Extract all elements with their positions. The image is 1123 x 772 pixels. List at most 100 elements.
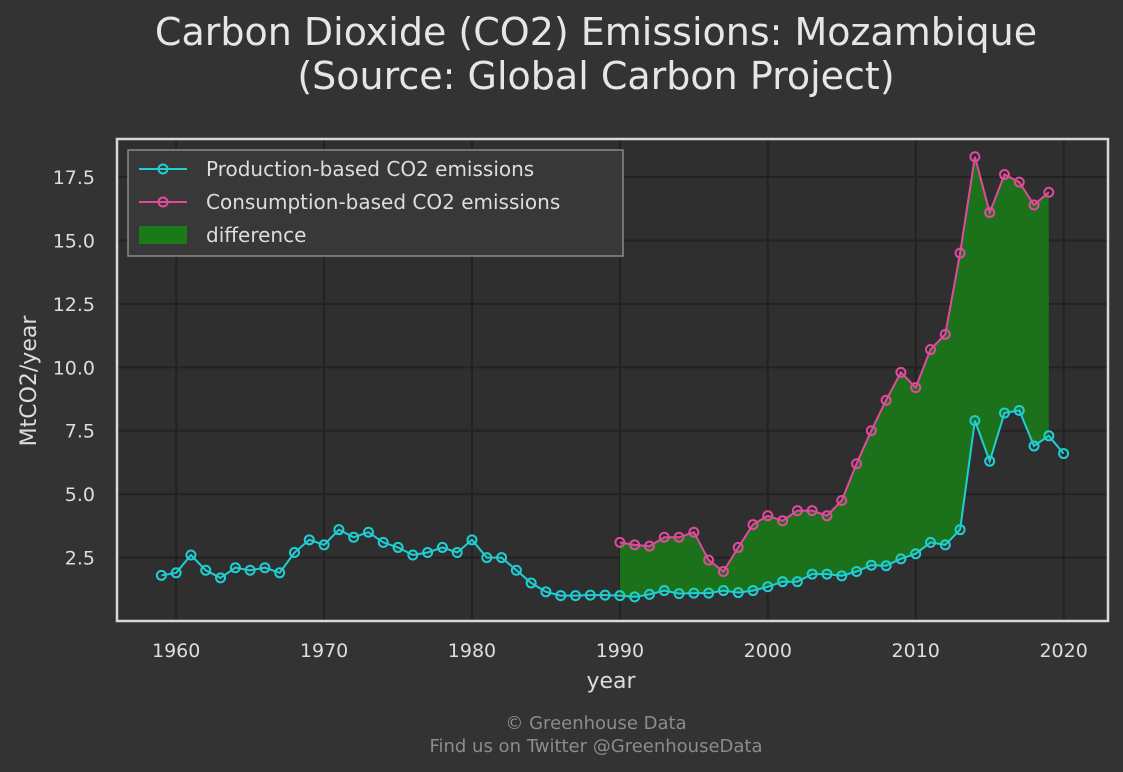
series-lines [155,151,1070,603]
production-point [436,541,448,553]
footer-twitter: Find us on Twitter @GreenhouseData [429,736,762,757]
production-point [348,531,360,543]
consumption-point [791,505,803,517]
consumption-point [925,344,937,356]
consumption-point [658,531,670,543]
production-point [629,591,641,603]
production-point [215,572,227,584]
production-point [703,587,715,599]
consumption-point [688,526,700,538]
production-point [555,590,567,602]
y-tick-label: 7.5 [65,421,95,443]
production-point [954,524,966,536]
consumption-point [939,328,951,340]
production-point [451,547,463,559]
production-point [259,562,271,574]
production-point [570,590,582,602]
production-point [185,549,197,561]
y-tick-label: 10.0 [53,357,95,379]
production-point [496,552,508,564]
consumption-point [629,539,641,551]
production-point [673,588,685,600]
legend: Production-based CO2 emissions Consumptio… [127,149,624,257]
production-point [806,568,818,580]
production-point [392,541,404,553]
legend-label: Consumption-based CO2 emissions [206,190,560,214]
consumption-point [984,207,996,219]
consumption-point [673,531,685,543]
y-tick-label: 17.5 [53,167,95,189]
x-axis-ticks: 1960 1970 1980 1990 2000 2010 2020 [152,640,1088,662]
production-point [318,539,330,551]
consumption-point [836,495,848,506]
production-point [614,590,626,602]
production-point [466,534,478,546]
legend-marker [157,163,169,175]
production-point [1028,440,1040,452]
production-point [998,407,1010,419]
production-line [161,409,1065,598]
consumption-point [762,510,774,522]
production-point [643,588,655,600]
production-point [777,576,789,588]
production-point [762,581,774,593]
footer-copyright: © Greenhouse Data [505,713,686,734]
production-point [377,536,389,548]
y-axis-ticks: 2.5 5.0 7.5 10.0 12.5 15.0 17.5 [53,167,95,570]
production-point [599,589,611,601]
legend-box [127,149,624,257]
production-point [303,534,315,546]
production-point [510,564,522,576]
consumption-point [732,541,744,553]
production-point [1058,448,1070,460]
production-point [688,587,700,599]
consumption-point [821,510,833,522]
consumption-point [643,540,655,552]
difference-fill [619,156,1049,597]
consumption-point [998,169,1010,181]
chart-title-line2: (Source: Global Carbon Project) [297,54,894,98]
y-tick-label: 15.0 [53,230,95,252]
production-point [821,568,833,580]
consumption-point [895,366,907,378]
production-point [791,576,803,588]
consumption-point [717,566,729,578]
production-point [969,415,981,427]
x-tick-label: 2000 [744,640,792,662]
consumption-point [747,519,759,531]
consumption-point [1013,176,1025,188]
production-point [717,585,729,597]
production-point [333,524,345,536]
difference-area [619,156,1049,597]
consumption-point [865,425,877,437]
consumption-point [880,394,892,406]
y-tick-label: 2.5 [65,548,95,570]
production-point [170,567,182,579]
production-point [155,569,167,581]
consumption-point [851,458,863,470]
y-axis-label: MtCO2/year [17,315,42,447]
production-point [925,536,937,548]
consumption-point [954,247,966,259]
production-point [1043,430,1055,442]
production-point [732,587,744,599]
production-point [1013,404,1025,416]
y-tick-label: 5.0 [65,484,95,506]
production-point [865,559,877,571]
consumption-point [969,151,981,163]
consumption-line [619,156,1050,573]
x-tick-label: 1970 [300,640,348,662]
consumption-point [1043,186,1055,198]
legend-marker [157,196,169,208]
x-tick-label: 1960 [152,640,200,662]
production-point [362,526,374,538]
production-point [200,564,212,576]
production-point [525,577,537,589]
plot-border [115,137,1110,623]
production-point [422,547,434,559]
production-point [288,547,300,559]
production-point [851,566,863,578]
x-axis-label: year [586,669,636,694]
production-point [939,539,951,551]
